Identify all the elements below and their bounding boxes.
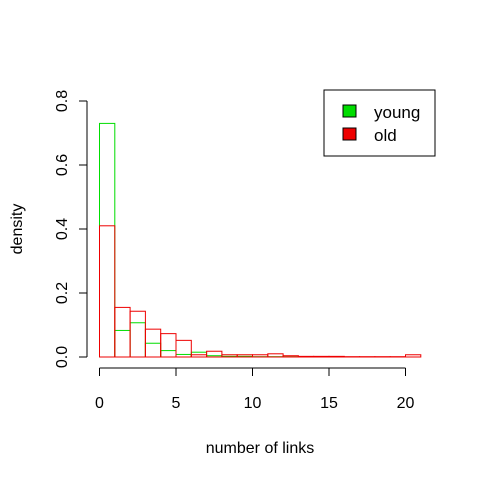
bar-old-2 <box>129 310 146 358</box>
bar-old-14 <box>313 355 330 358</box>
bar-young-3 <box>144 342 162 358</box>
y-tick-label-3: 0.6 <box>54 154 71 176</box>
x-tick-label-15: 15 <box>320 395 338 412</box>
bar-old-6 <box>190 354 208 358</box>
bar-old-0 <box>99 225 116 358</box>
bar-old-10 <box>252 354 269 358</box>
legend-label-young: young <box>374 103 420 122</box>
bar-old-5 <box>175 339 192 358</box>
legend: young old <box>323 89 436 157</box>
y-axis: 0.0 0.2 0.4 0.6 0.8 <box>54 90 88 368</box>
x-axis: 0 5 10 15 20 <box>95 367 415 412</box>
legend-label-old: old <box>374 126 397 145</box>
x-tick-label-20: 20 <box>397 395 415 412</box>
bar-old-15 <box>328 355 345 358</box>
legend-box <box>323 89 436 157</box>
bar-old-1 <box>114 306 131 358</box>
y-tick-label-1: 0.2 <box>54 282 71 304</box>
y-tick-label-0: 0.0 <box>54 346 71 368</box>
y-tick-label-2: 0.4 <box>54 218 71 240</box>
bar-old-20 <box>405 354 422 358</box>
bar-young-4 <box>160 350 177 358</box>
bar-old-11 <box>267 353 284 358</box>
young-bars <box>99 122 299 358</box>
bar-old-4 <box>160 333 177 358</box>
bar-old-7 <box>206 350 223 358</box>
y-tick-label-4: 0.8 <box>54 90 71 112</box>
legend-swatch-old <box>342 127 357 141</box>
x-axis-title: number of links <box>206 440 315 457</box>
x-tick-label-0: 0 <box>95 395 104 412</box>
bar-young-1 <box>114 329 131 358</box>
old-bars <box>99 225 422 358</box>
x-tick-label-10: 10 <box>244 395 262 412</box>
bar-young-0 <box>99 122 116 358</box>
legend-swatch-young <box>342 104 357 118</box>
bar-young-2 <box>129 322 146 358</box>
x-tick-label-5: 5 <box>172 395 181 412</box>
bar-old-13 <box>297 355 315 358</box>
y-axis-title: density <box>9 204 26 255</box>
